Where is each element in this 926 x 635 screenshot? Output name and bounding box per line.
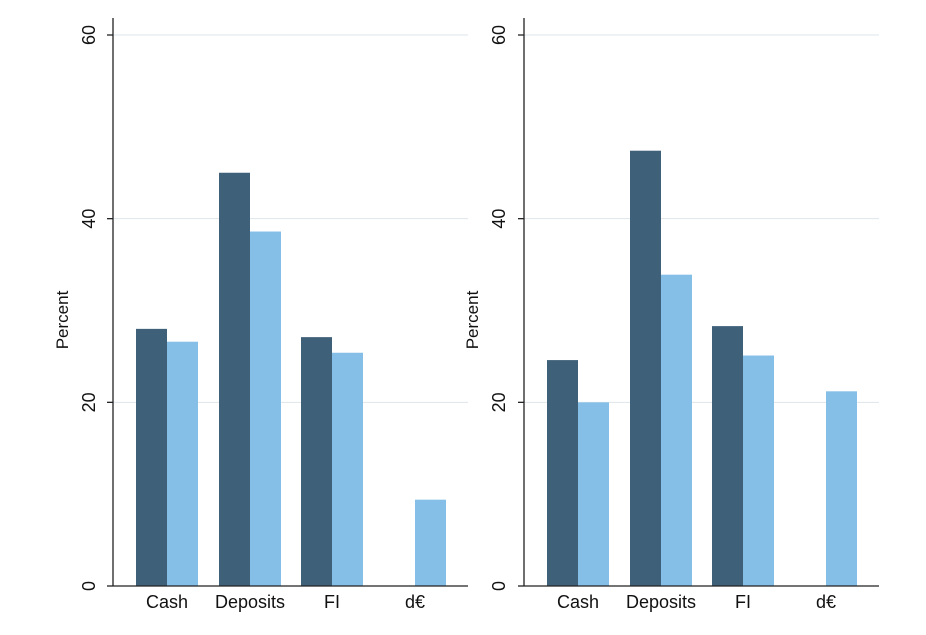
x-tick-label-0: Cash xyxy=(557,592,599,612)
y-axis-title: Percent xyxy=(463,290,482,349)
bar-series1-0 xyxy=(547,360,578,586)
y-tick-label-0: 0 xyxy=(489,581,509,591)
chart-panel-2: 0 20 40 60 Cash Deposits FI d€ Percent xyxy=(463,18,879,612)
bar-series2-3 xyxy=(415,499,446,586)
x-tick-label-2: FI xyxy=(735,592,751,612)
bar-series1-0 xyxy=(136,328,167,586)
bar-series1-2 xyxy=(301,337,332,586)
y-tick-label-1: 20 xyxy=(79,392,99,412)
y-axis-title: Percent xyxy=(53,290,72,349)
y-tick-label-2: 40 xyxy=(489,209,509,229)
chart-panel-1: 0 20 40 60 Cash Deposits FI d€ Percent xyxy=(53,18,468,612)
y-tick-label-2: 40 xyxy=(79,209,99,229)
x-tick-label-2: FI xyxy=(324,592,340,612)
bar-series2-1 xyxy=(250,231,281,587)
bar-series2-0 xyxy=(578,402,609,586)
x-tick-label-0: Cash xyxy=(146,592,188,612)
bar-series2-2 xyxy=(332,352,363,586)
bar-series1-2 xyxy=(712,326,743,586)
bar-series2-3 xyxy=(826,391,857,586)
y-tick-label-3: 60 xyxy=(489,25,509,45)
bar-series2-0 xyxy=(167,341,198,586)
x-tick-label-1: Deposits xyxy=(626,592,696,612)
bar-series1-1 xyxy=(630,150,661,586)
x-tick-label-3: d€ xyxy=(405,592,425,612)
y-tick-label-3: 60 xyxy=(79,25,99,45)
y-tick-label-1: 20 xyxy=(489,392,509,412)
bar-series2-1 xyxy=(661,274,692,586)
y-tick-label-0: 0 xyxy=(79,581,99,591)
bar-series2-2 xyxy=(743,355,774,586)
x-tick-label-1: Deposits xyxy=(215,592,285,612)
bar-series1-1 xyxy=(219,172,250,586)
x-tick-label-3: d€ xyxy=(816,592,836,612)
